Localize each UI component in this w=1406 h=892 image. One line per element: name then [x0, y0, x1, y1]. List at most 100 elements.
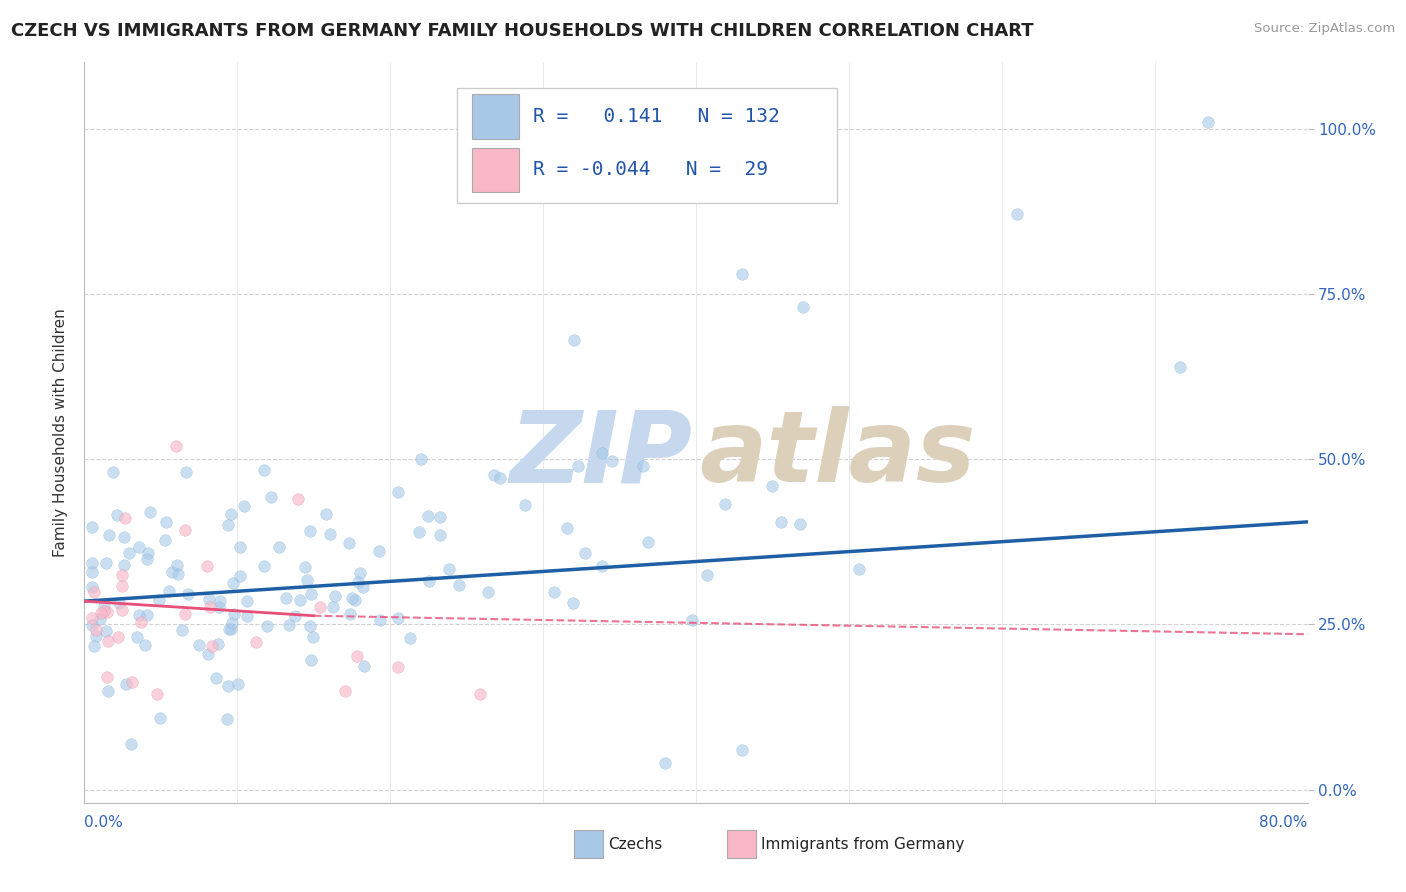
Text: R = -0.044   N =  29: R = -0.044 N = 29 — [533, 161, 768, 179]
Point — [228, 540, 250, 554]
Point — [368, 613, 391, 627]
Point — [387, 659, 409, 673]
Point — [160, 566, 183, 580]
Y-axis label: Family Households with Children: Family Households with Children — [52, 309, 67, 557]
Point — [333, 683, 356, 698]
Point — [200, 600, 222, 615]
Point — [322, 600, 344, 615]
Point — [166, 558, 188, 572]
Point — [236, 608, 259, 623]
Point — [339, 607, 361, 622]
Point — [562, 333, 585, 347]
Point — [195, 559, 218, 574]
Point — [80, 565, 103, 579]
Point — [387, 485, 409, 500]
Text: Czechs: Czechs — [607, 837, 662, 852]
Point — [174, 523, 197, 537]
Point — [108, 596, 131, 610]
Point — [135, 552, 157, 566]
Point — [228, 569, 250, 583]
Text: Source: ZipAtlas.com: Source: ZipAtlas.com — [1254, 22, 1395, 36]
Point — [105, 508, 128, 522]
Point — [267, 541, 290, 555]
FancyBboxPatch shape — [472, 95, 519, 138]
Point — [127, 630, 149, 644]
Point — [219, 507, 242, 521]
Point — [789, 516, 811, 531]
Point — [207, 636, 229, 650]
Point — [80, 520, 103, 534]
Point — [319, 527, 342, 541]
Point — [172, 623, 194, 637]
Point — [562, 597, 585, 611]
Point — [80, 556, 103, 570]
Point — [513, 498, 536, 512]
Point — [731, 743, 754, 757]
Point — [299, 619, 322, 633]
Point — [323, 590, 346, 604]
Point — [111, 579, 134, 593]
FancyBboxPatch shape — [574, 830, 603, 858]
Point — [591, 559, 613, 574]
Point — [90, 606, 112, 620]
Point — [221, 615, 243, 630]
Point — [1168, 360, 1191, 375]
Point — [219, 623, 242, 637]
Point — [637, 535, 659, 549]
Point — [107, 630, 129, 644]
Point — [714, 497, 737, 511]
Point — [93, 599, 115, 614]
Text: Immigrants from Germany: Immigrants from Germany — [761, 837, 965, 852]
Point — [696, 568, 718, 582]
Point — [298, 524, 321, 539]
Point — [274, 591, 297, 606]
Point — [101, 466, 124, 480]
Point — [349, 566, 371, 581]
Point — [792, 300, 814, 314]
Point — [468, 687, 491, 701]
Point — [96, 670, 118, 684]
Point — [439, 562, 461, 576]
Point — [93, 604, 115, 618]
Point — [302, 630, 325, 644]
Point — [769, 515, 792, 529]
FancyBboxPatch shape — [457, 88, 837, 203]
Point — [215, 712, 238, 726]
Point — [731, 267, 754, 281]
Point — [165, 439, 187, 453]
Point — [399, 632, 422, 646]
Point — [482, 468, 505, 483]
Point — [1197, 115, 1219, 129]
Point — [153, 533, 176, 547]
Point — [309, 600, 332, 615]
Point — [761, 479, 783, 493]
Point — [253, 463, 276, 477]
Point — [174, 465, 197, 479]
FancyBboxPatch shape — [727, 830, 756, 858]
Point — [294, 559, 316, 574]
Point — [681, 613, 703, 627]
Point — [198, 592, 221, 607]
Point — [228, 676, 250, 690]
Point — [342, 591, 364, 605]
Point — [631, 459, 654, 474]
Point — [253, 558, 276, 573]
Point — [115, 676, 138, 690]
Point — [157, 584, 180, 599]
Text: 0.0%: 0.0% — [84, 814, 124, 830]
Point — [315, 508, 337, 522]
Point — [84, 629, 107, 643]
Point — [83, 640, 105, 654]
Point — [346, 574, 368, 589]
Point — [135, 608, 157, 623]
Text: CZECH VS IMMIGRANTS FROM GERMANY FAMILY HOUSEHOLDS WITH CHILDREN CORRELATION CHA: CZECH VS IMMIGRANTS FROM GERMANY FAMILY … — [11, 22, 1033, 40]
Point — [118, 546, 141, 560]
Point — [128, 607, 150, 622]
Point — [299, 587, 322, 601]
Point — [94, 556, 117, 570]
Point — [222, 575, 245, 590]
Point — [429, 509, 451, 524]
Point — [591, 446, 613, 460]
Point — [218, 622, 240, 636]
Point — [418, 574, 440, 589]
